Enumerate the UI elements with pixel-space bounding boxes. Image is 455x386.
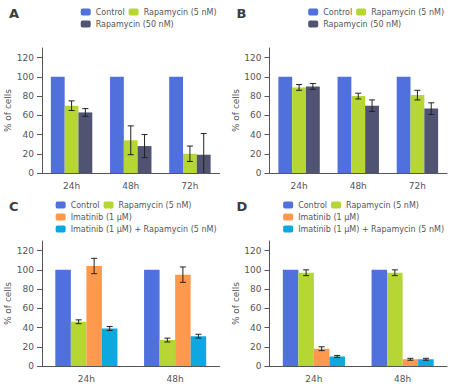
svg-text:Rapamycin (5 nM): Rapamycin (5 nM) [346,201,419,210]
svg-text:24h: 24h [63,181,80,191]
svg-text:Imatinib (1 μM) + Rapamycin (5: Imatinib (1 μM) + Rapamycin (5 nM) [298,225,444,234]
svg-text:Rapamycin (5 nM): Rapamycin (5 nM) [144,8,217,17]
svg-text:60: 60 [250,303,262,313]
svg-text:0: 0 [256,168,262,178]
svg-text:20: 20 [250,149,262,159]
svg-text:Rapamycin (50 nM): Rapamycin (50 nM) [96,20,174,29]
svg-text:120: 120 [244,53,261,63]
svg-text:Rapamycin (5 nM): Rapamycin (5 nM) [119,201,192,210]
svg-text:Rapamycin (50 nM): Rapamycin (50 nM) [323,20,401,29]
svg-text:Control: Control [323,8,352,17]
svg-text:20: 20 [23,149,35,159]
svg-text:48h: 48h [122,181,139,191]
svg-text:% of cells: % of cells [3,89,13,132]
svg-text:Control: Control [96,8,125,17]
svg-text:0: 0 [256,361,262,371]
svg-text:100: 100 [244,265,261,275]
svg-text:72h: 72h [181,181,198,191]
svg-text:120: 120 [17,246,34,256]
svg-text:60: 60 [23,110,35,120]
svg-text:120: 120 [17,53,34,63]
svg-text:80: 80 [250,91,262,101]
svg-text:0: 0 [28,361,34,371]
svg-text:20: 20 [250,342,262,352]
svg-text:60: 60 [250,110,262,120]
svg-text:80: 80 [23,284,35,294]
svg-text:% of cells: % of cells [231,282,241,325]
svg-text:24h: 24h [78,374,95,384]
svg-text:B: B [237,6,247,21]
svg-text:D: D [237,199,248,214]
svg-text:48h: 48h [167,374,184,384]
svg-text:24h: 24h [305,374,322,384]
svg-text:C: C [9,199,19,214]
svg-text:80: 80 [23,91,35,101]
svg-text:Imatinib (1 μM) + Rapamycin (5: Imatinib (1 μM) + Rapamycin (5 nM) [71,225,217,234]
svg-text:Rapamycin (5 nM): Rapamycin (5 nM) [371,8,444,17]
svg-text:40: 40 [23,130,35,140]
svg-text:Imatinib (1 μM): Imatinib (1 μM) [71,213,132,222]
svg-text:Control: Control [71,201,100,210]
svg-text:120: 120 [244,246,261,256]
svg-text:Imatinib (1 μM): Imatinib (1 μM) [298,213,359,222]
svg-text:48h: 48h [350,181,367,191]
svg-text:% of cells: % of cells [3,282,13,325]
svg-text:80: 80 [250,284,262,294]
svg-text:60: 60 [23,303,35,313]
svg-text:24h: 24h [291,181,308,191]
svg-text:Control: Control [298,201,327,210]
svg-text:20: 20 [23,342,35,352]
svg-text:40: 40 [250,130,262,140]
svg-text:48h: 48h [394,374,411,384]
svg-text:A: A [9,6,19,21]
svg-text:40: 40 [23,323,35,333]
svg-text:100: 100 [17,265,34,275]
svg-text:100: 100 [17,72,34,82]
svg-text:0: 0 [28,168,34,178]
svg-text:72h: 72h [409,181,426,191]
svg-text:100: 100 [244,72,261,82]
svg-text:% of cells: % of cells [231,89,241,132]
svg-text:40: 40 [250,323,262,333]
